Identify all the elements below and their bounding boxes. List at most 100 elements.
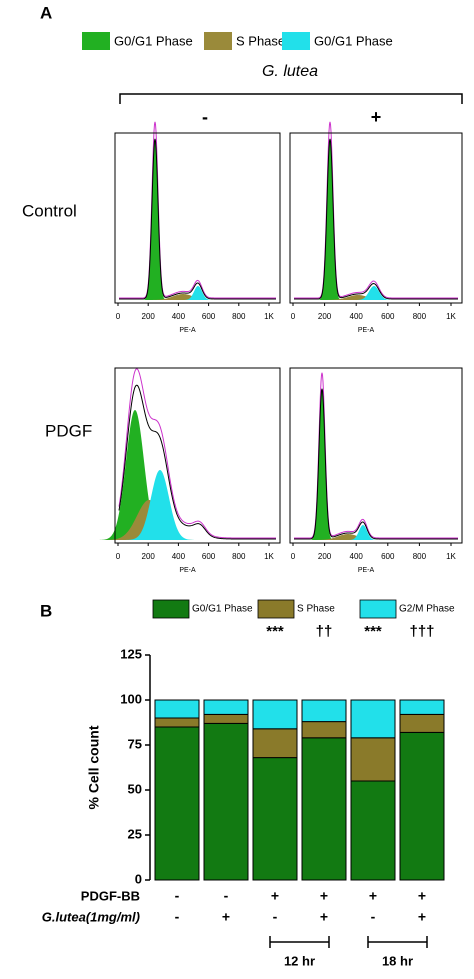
y-tick-label: 125 <box>120 646 142 661</box>
condition-name: PDGF-BB <box>81 888 140 903</box>
histogram-fill <box>354 286 394 300</box>
condition-value: + <box>222 909 230 925</box>
condition-value: - <box>224 888 229 904</box>
y-tick-label: 50 <box>128 781 142 796</box>
bar-segment <box>203 722 249 881</box>
significance-label: ††† <box>409 623 434 640</box>
histogram-outline <box>294 138 458 300</box>
bar-segment <box>350 737 396 782</box>
x-tick-label: 400 <box>172 312 186 321</box>
condition-value: + <box>369 888 377 904</box>
x-axis-label: PE-A <box>179 327 196 334</box>
bar-segment <box>252 728 298 759</box>
condition-value: + <box>418 888 426 904</box>
group-bracket <box>269 936 330 948</box>
y-tick-label: 0 <box>135 871 142 886</box>
histogram-overlay <box>118 368 276 539</box>
x-tick-label: 200 <box>318 552 332 561</box>
legend-label: G0/G1 Phase <box>114 33 193 48</box>
panel-label: A <box>40 3 52 22</box>
condition-value: - <box>175 888 180 904</box>
x-tick-label: 800 <box>232 552 246 561</box>
histogram-fill <box>347 525 379 540</box>
histogram-overlay <box>294 121 458 299</box>
significance-label: *** <box>266 623 284 640</box>
legend-swatch <box>152 599 190 619</box>
plot-frame <box>289 132 463 304</box>
y-axis-label: % Cell count <box>86 725 102 809</box>
bar-segment <box>154 717 200 728</box>
row-label: PDGF <box>45 421 92 440</box>
column-label: + <box>371 107 382 127</box>
legend-label: S Phase <box>236 33 285 48</box>
legend-swatch <box>82 32 110 50</box>
y-tick-label: 25 <box>128 826 142 841</box>
histogram-fill <box>308 534 388 540</box>
bar-segment <box>399 699 445 715</box>
y-tick-label: 100 <box>120 691 142 706</box>
histogram-outline <box>294 388 458 540</box>
bar-segment <box>154 699 200 719</box>
y-tick-label: 75 <box>128 736 142 751</box>
treatment-label: G. lutea <box>262 63 318 80</box>
histogram-fill <box>318 295 398 300</box>
bar-segment <box>399 713 445 733</box>
plot-frame <box>114 132 281 304</box>
bar-segment <box>252 757 298 881</box>
plot-frame <box>114 367 281 544</box>
bar-segment <box>203 699 249 715</box>
bar-segment <box>350 699 396 739</box>
histogram-fill <box>318 140 342 300</box>
histogram-fill <box>310 390 334 540</box>
x-axis-label: PE-A <box>358 327 375 334</box>
condition-value: + <box>320 888 328 904</box>
x-tick-label: 400 <box>172 552 186 561</box>
condition-value: - <box>175 909 180 925</box>
significance-label: *** <box>364 623 382 640</box>
histogram-fill <box>99 410 171 540</box>
histogram-outline <box>119 138 276 300</box>
x-tick-label: 1K <box>264 552 274 561</box>
histogram-overlay <box>294 372 458 539</box>
bracket <box>119 93 463 104</box>
legend-swatch <box>359 599 397 619</box>
x-tick-label: 1K <box>264 312 274 321</box>
legend-swatch <box>282 32 310 50</box>
histogram-fill <box>143 140 167 300</box>
x-tick-label: 200 <box>142 312 156 321</box>
bar-segment <box>350 780 396 881</box>
plot-frame <box>289 367 463 544</box>
significance-label: †† <box>316 623 333 640</box>
bar-segment <box>154 726 200 881</box>
bar-segment <box>203 713 249 724</box>
x-tick-label: 800 <box>413 552 427 561</box>
legend-label: G2/M Phase <box>399 604 455 615</box>
legend-label: G0/G1 Phase <box>192 604 253 615</box>
bar-segment <box>301 721 347 739</box>
x-tick-label: 200 <box>142 552 156 561</box>
column-label: - <box>202 107 208 127</box>
x-tick-label: 400 <box>350 312 364 321</box>
bar-segment <box>301 737 347 881</box>
condition-value: - <box>371 909 376 925</box>
row-label: Control <box>22 201 77 220</box>
group-bracket <box>367 936 428 948</box>
x-tick-label: 600 <box>381 552 395 561</box>
histogram-outline <box>118 384 276 540</box>
condition-value: + <box>418 909 426 925</box>
x-tick-label: 0 <box>116 312 121 321</box>
condition-name: G.lutea(1mg/ml) <box>42 909 140 924</box>
legend-swatch <box>204 32 232 50</box>
histogram-fill <box>143 294 223 300</box>
panel-label: B <box>40 601 52 620</box>
condition-value: + <box>271 888 279 904</box>
x-tick-label: 600 <box>202 552 216 561</box>
x-axis-label: PE-A <box>358 567 375 574</box>
group-label: 18 hr <box>382 953 413 968</box>
bar-segment <box>399 731 445 881</box>
x-tick-label: 600 <box>381 312 395 321</box>
histogram-fill <box>124 470 196 540</box>
x-tick-label: 800 <box>232 312 246 321</box>
x-axis-label: PE-A <box>179 567 196 574</box>
